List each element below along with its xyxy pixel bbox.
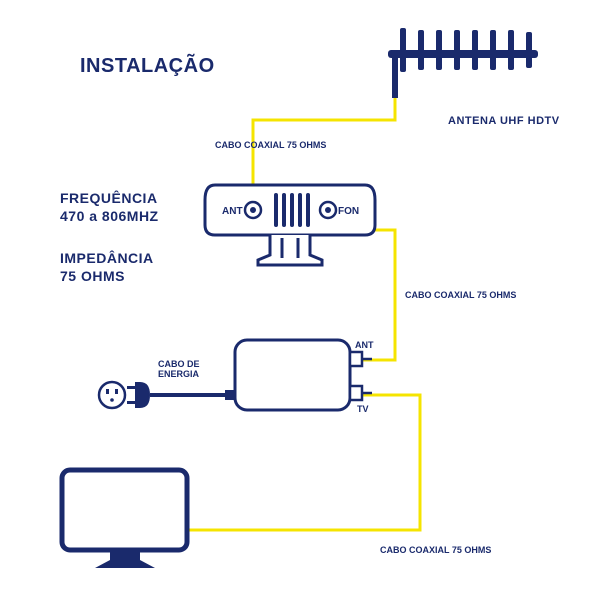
imp-value: 75 OHMS: [60, 268, 125, 284]
booster-fon-label: FON: [338, 206, 359, 217]
antenna-label: ANTENA UHF HDTV: [448, 115, 560, 127]
imp-label: IMPEDÂNCIA: [60, 250, 154, 266]
freq-label: FREQUÊNCIA: [60, 190, 158, 206]
outlet-icon: [99, 382, 125, 408]
antenna-icon: [388, 28, 538, 98]
amp-tv-label: TV: [357, 404, 369, 414]
booster-icon: ANT FON: [205, 185, 375, 265]
cable-label-3: CABO COAXIAL 75 OHMS: [380, 545, 491, 555]
amp-ant-label: ANT: [355, 340, 374, 350]
diagram-title: INSTALAÇÃO: [80, 55, 215, 78]
cable-amp-to-tv: [185, 395, 420, 530]
tv-icon: [62, 470, 187, 568]
booster-ant-label: ANT: [222, 206, 243, 217]
cable-label-2: CABO COAXIAL 75 OHMS: [405, 290, 516, 300]
freq-value: 470 a 806MHZ: [60, 208, 159, 224]
cable-label-1: CABO COAXIAL 75 OHMS: [215, 140, 326, 150]
plug-icon: [127, 382, 150, 408]
energy-label: CABO DE ENERGIA: [158, 360, 200, 380]
